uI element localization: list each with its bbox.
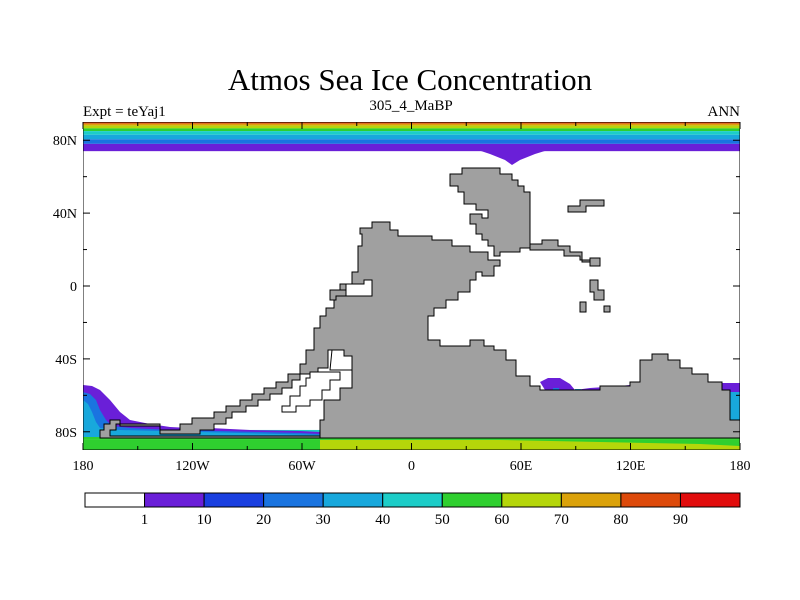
colorbar-swatch-5 — [382, 492, 443, 508]
inland-sea-3 — [281, 371, 341, 413]
ice-edge-east — [730, 392, 740, 432]
land-island-e1 — [589, 279, 605, 301]
colorbar-swatch-6 — [441, 492, 503, 508]
x-tick-label-5: 120E — [616, 459, 646, 474]
inland-seas — [281, 279, 373, 413]
colorbar-swatch-9 — [620, 492, 681, 508]
y-tick-label-3: 40S — [55, 353, 77, 368]
x-tick-label-6: 180 — [730, 459, 751, 474]
axes: 180 120W 60W 0 60E 120E 180 80N 40N 0 40S 80S — [53, 122, 751, 474]
y-tick-label-0: 80N — [53, 134, 77, 149]
north-ice-band-6 — [83, 139, 740, 144]
land-east-strip — [529, 239, 601, 267]
north-ice-band-3 — [83, 128, 740, 132]
colorbar-swatch-0 — [84, 492, 146, 508]
land-main-continent — [99, 221, 740, 439]
colorbar-label-1: 10 — [197, 512, 212, 528]
x-tick-label-4: 60E — [510, 459, 533, 474]
colorbar-swatch-10 — [679, 492, 741, 508]
colorbar-swatch-2 — [203, 492, 265, 508]
x-tick-label-3: 0 — [408, 459, 415, 474]
y-tick-label-4: 80S — [55, 426, 77, 441]
x-tick-label-0: 180 — [73, 459, 94, 474]
north-ice-band-4 — [83, 131, 740, 135]
colorbar-label-4: 40 — [375, 512, 390, 528]
colorbar-swatch-8 — [560, 492, 622, 508]
x-tick-label-1: 120W — [175, 459, 210, 474]
land-island-e2 — [579, 301, 587, 313]
land-island-ne — [567, 199, 605, 213]
y-tick-label-2: 0 — [70, 280, 77, 295]
land-asia-block — [449, 167, 531, 257]
season-label: ANN — [708, 104, 741, 120]
colorbar-label-5: 50 — [435, 512, 450, 528]
map-plot — [83, 122, 740, 450]
time-label: 305_4_MaBP — [369, 98, 452, 114]
colorbar-label-6: 60 — [494, 512, 509, 528]
colorbar-label-8: 80 — [613, 512, 628, 528]
colorbar-swatch-1 — [144, 492, 205, 508]
south-ice-sliver — [320, 440, 740, 450]
colorbar-swatch-7 — [501, 492, 562, 508]
colorbar-swatch-3 — [263, 492, 324, 508]
colorbar-swatch-4 — [322, 492, 384, 508]
arctic-ice-lobe — [478, 150, 548, 165]
colorbar-label-7: 70 — [554, 512, 569, 528]
ice-tongue-outer — [83, 385, 320, 436]
colorbar-label-2: 20 — [256, 512, 271, 528]
colorbar-label-0: 1 — [141, 512, 149, 528]
chart-title: Atmos Sea Ice Concentration — [228, 62, 593, 97]
north-ice-band-5 — [83, 134, 740, 140]
y-tick-label-1: 40N — [53, 207, 77, 222]
inland-sea-2 — [329, 349, 353, 371]
experiment-label: Expt = teYaj1 — [83, 104, 166, 120]
colorbar: 1 10 20 30 40 50 60 70 80 90 — [84, 492, 741, 528]
inland-sea-1 — [345, 279, 373, 297]
colorbar-label-9: 90 — [673, 512, 688, 528]
land-masses — [99, 167, 740, 439]
land-island-e3 — [603, 305, 611, 313]
x-tick-label-2: 60W — [288, 459, 316, 474]
north-ice-band-7 — [83, 143, 740, 152]
colorbar-label-3: 30 — [316, 512, 331, 528]
